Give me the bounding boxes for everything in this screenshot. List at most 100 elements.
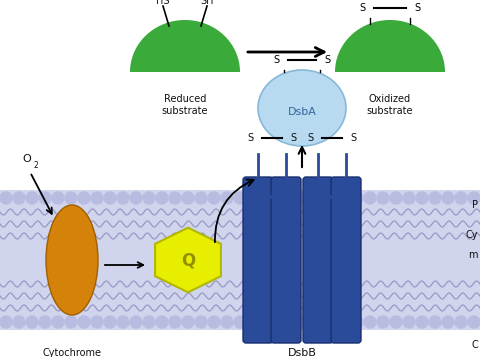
Text: Cytochrome: Cytochrome: [43, 348, 101, 357]
Circle shape: [208, 192, 220, 204]
Text: C: C: [471, 340, 478, 350]
Circle shape: [39, 316, 51, 328]
Circle shape: [299, 192, 311, 204]
Circle shape: [390, 192, 402, 204]
Circle shape: [104, 316, 116, 328]
Circle shape: [26, 316, 38, 328]
Circle shape: [104, 192, 116, 204]
Polygon shape: [130, 20, 240, 72]
FancyBboxPatch shape: [243, 177, 273, 343]
Text: 2: 2: [34, 161, 39, 170]
Circle shape: [429, 192, 441, 204]
Text: SH: SH: [200, 0, 214, 6]
Circle shape: [91, 192, 103, 204]
Circle shape: [390, 316, 402, 328]
Text: P: P: [472, 200, 478, 210]
Circle shape: [364, 192, 376, 204]
Circle shape: [234, 192, 246, 204]
Circle shape: [182, 316, 194, 328]
Circle shape: [221, 316, 233, 328]
Circle shape: [234, 316, 246, 328]
Circle shape: [351, 316, 363, 328]
Circle shape: [468, 192, 480, 204]
Circle shape: [442, 316, 454, 328]
Ellipse shape: [46, 205, 98, 315]
Circle shape: [312, 192, 324, 204]
Circle shape: [325, 192, 337, 204]
Circle shape: [273, 316, 285, 328]
Circle shape: [351, 192, 363, 204]
Circle shape: [39, 192, 51, 204]
Circle shape: [247, 316, 259, 328]
Polygon shape: [335, 20, 445, 72]
Circle shape: [442, 192, 454, 204]
Circle shape: [156, 192, 168, 204]
Circle shape: [13, 192, 25, 204]
Text: m: m: [468, 250, 478, 260]
Circle shape: [364, 316, 376, 328]
Circle shape: [0, 192, 12, 204]
Circle shape: [338, 192, 350, 204]
Circle shape: [403, 192, 415, 204]
Text: S: S: [248, 133, 254, 143]
Circle shape: [273, 192, 285, 204]
Circle shape: [0, 316, 12, 328]
Circle shape: [260, 316, 272, 328]
Circle shape: [26, 192, 38, 204]
Circle shape: [455, 192, 467, 204]
Ellipse shape: [258, 70, 346, 146]
Circle shape: [286, 316, 298, 328]
Circle shape: [182, 192, 194, 204]
Circle shape: [91, 316, 103, 328]
Text: HS: HS: [156, 0, 170, 6]
FancyBboxPatch shape: [271, 177, 301, 343]
Circle shape: [156, 316, 168, 328]
Circle shape: [377, 192, 389, 204]
Circle shape: [429, 316, 441, 328]
FancyArrowPatch shape: [215, 180, 253, 242]
Circle shape: [169, 192, 181, 204]
Text: Reduced
substrate: Reduced substrate: [162, 94, 208, 116]
Circle shape: [221, 192, 233, 204]
Circle shape: [130, 192, 142, 204]
Text: S: S: [274, 55, 280, 65]
Text: S: S: [414, 3, 420, 13]
Text: S: S: [324, 55, 330, 65]
Circle shape: [299, 316, 311, 328]
Circle shape: [403, 316, 415, 328]
Text: S: S: [350, 133, 356, 143]
Circle shape: [468, 316, 480, 328]
Circle shape: [78, 192, 90, 204]
Circle shape: [208, 316, 220, 328]
Text: S: S: [308, 133, 314, 143]
Circle shape: [65, 316, 77, 328]
Text: S: S: [360, 3, 366, 13]
Circle shape: [377, 316, 389, 328]
Circle shape: [195, 316, 207, 328]
Text: Cy: Cy: [466, 230, 478, 240]
Circle shape: [52, 316, 64, 328]
Bar: [0, 190, 480, 330]
Text: DsbA: DsbA: [288, 107, 316, 117]
Text: O: O: [22, 154, 31, 164]
Circle shape: [455, 316, 467, 328]
Circle shape: [78, 316, 90, 328]
Circle shape: [169, 316, 181, 328]
Text: Oxidized
substrate: Oxidized substrate: [367, 94, 413, 116]
Circle shape: [338, 316, 350, 328]
Circle shape: [312, 316, 324, 328]
Circle shape: [143, 192, 155, 204]
Text: DsbB: DsbB: [288, 348, 316, 357]
Text: Q: Q: [181, 251, 195, 269]
Circle shape: [65, 192, 77, 204]
Circle shape: [416, 316, 428, 328]
Circle shape: [195, 192, 207, 204]
Circle shape: [13, 316, 25, 328]
Text: S: S: [290, 133, 296, 143]
Circle shape: [143, 316, 155, 328]
FancyBboxPatch shape: [331, 177, 361, 343]
Circle shape: [325, 316, 337, 328]
Circle shape: [130, 316, 142, 328]
Circle shape: [117, 316, 129, 328]
Circle shape: [117, 192, 129, 204]
